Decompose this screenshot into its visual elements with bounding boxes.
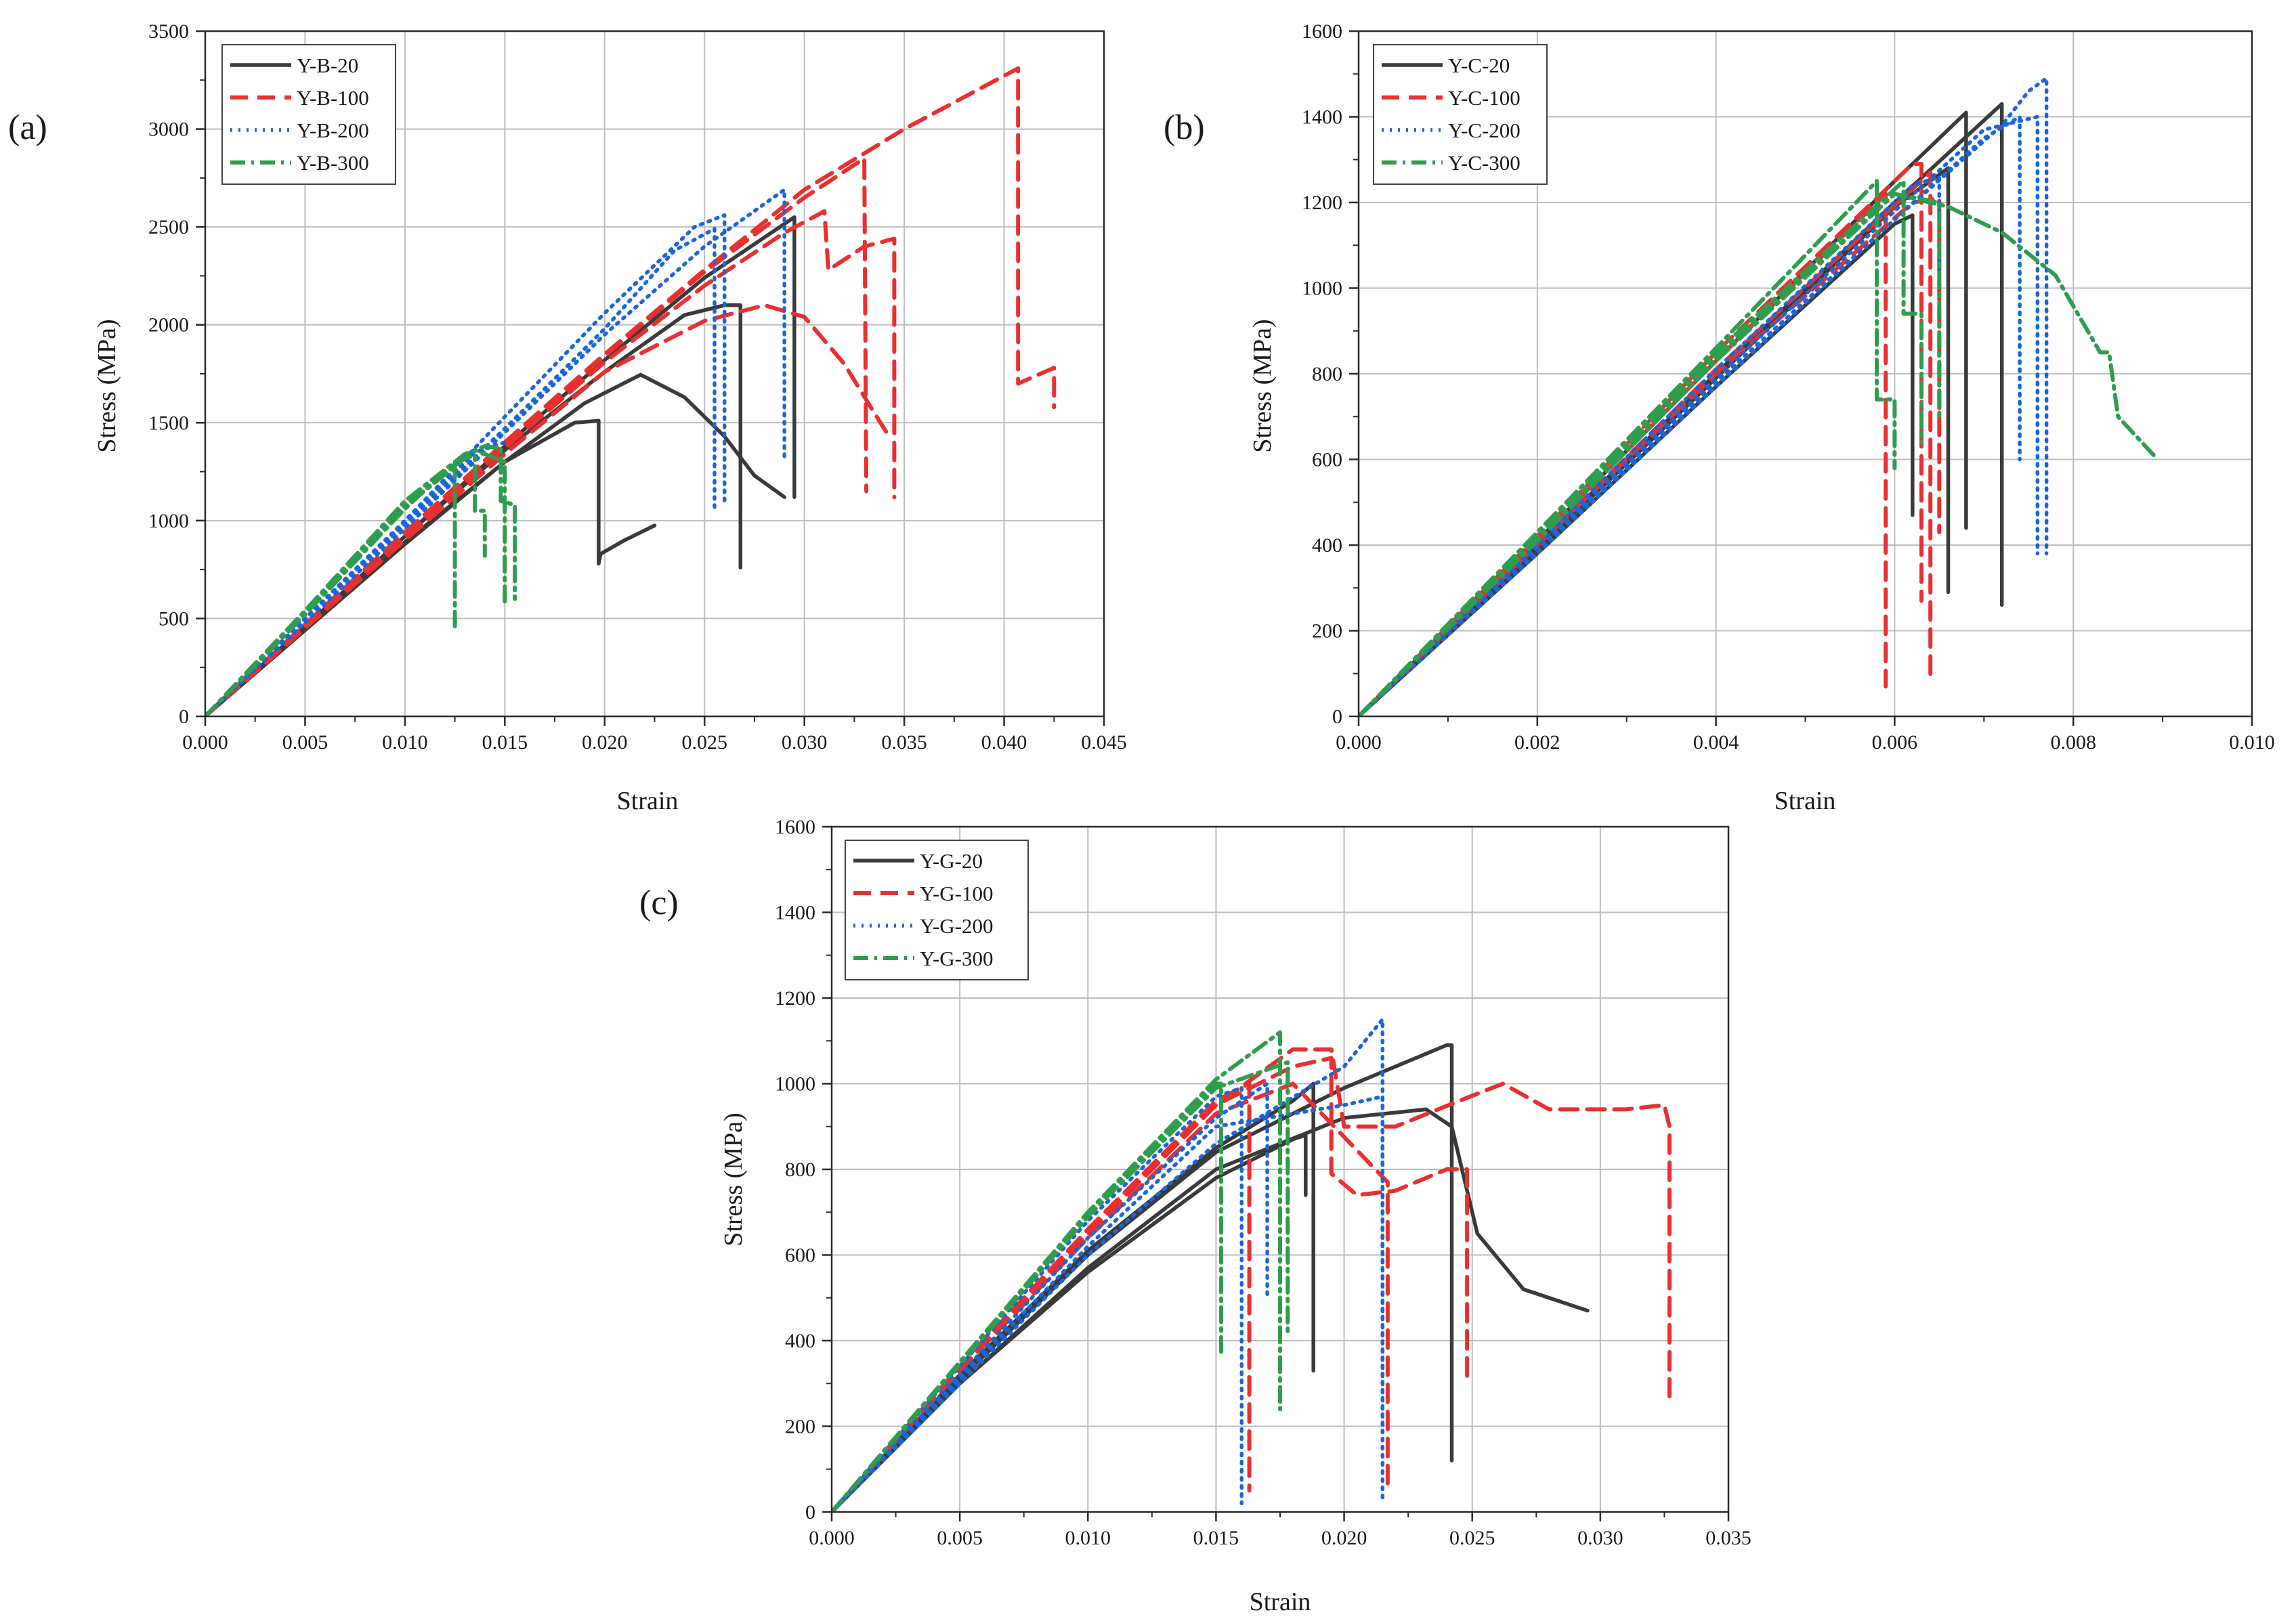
y-tick-label: 500 xyxy=(158,607,189,630)
series-y-g-100-curve-4 xyxy=(832,1081,1390,1512)
y-tick-label: 1400 xyxy=(1302,106,1342,129)
y-tick-label: 1000 xyxy=(1302,278,1342,300)
panel-b-xlabel: Strain xyxy=(1774,787,1836,815)
chart-panel-a: (a) Strain Stress (MPa) 0.000 0.005 0.010 0… xyxy=(8,20,1127,815)
series-y-b-200-curve-3 xyxy=(205,188,786,716)
y-tick-label: 200 xyxy=(1312,620,1342,643)
series-y-g-200-curve-4 xyxy=(832,1094,1385,1512)
legend-label-y-b-200: Y-B-200 xyxy=(297,118,369,142)
y-tick-label: 2500 xyxy=(148,216,189,238)
panel-c-ylabel: Stress (MPa) xyxy=(719,1112,748,1246)
x-tick-label: 0.030 xyxy=(782,731,828,754)
legend-label-y-g-300: Y-G-300 xyxy=(920,947,994,970)
x-tick-label: 0.030 xyxy=(1577,1527,1623,1549)
series-y-b-300-curve-3 xyxy=(205,444,517,716)
y-tick-label: 1600 xyxy=(775,816,815,838)
panel-b-label: (b) xyxy=(1164,108,1205,147)
y-tick-label: 3000 xyxy=(148,118,189,141)
series-y-g-20-curve-3 xyxy=(832,1107,1590,1512)
y-tick-label: 600 xyxy=(785,1245,815,1267)
series-y-b-100-curve-4 xyxy=(205,66,1057,716)
panel-c-label: (c) xyxy=(639,884,679,922)
x-tick-label: 0.035 xyxy=(1705,1527,1751,1549)
series-y-g-100-curve-3 xyxy=(832,1047,1672,1512)
y-tick-label: 0 xyxy=(179,706,189,728)
y-tick-label: 2000 xyxy=(148,314,189,337)
y-tick-label: 0 xyxy=(805,1501,815,1523)
x-tick-label: 0.008 xyxy=(2050,731,2096,754)
x-tick-label: 0.040 xyxy=(981,731,1027,754)
x-tick-label: 0.004 xyxy=(1693,731,1739,754)
x-tick-label: 0.010 xyxy=(382,731,428,754)
series-y-c-300-curve-1 xyxy=(1359,179,1897,716)
y-tick-label: 1000 xyxy=(148,510,189,532)
series-group xyxy=(832,1017,1672,1512)
x-tick-label: 0.006 xyxy=(1872,731,1918,754)
series-y-g-200-curve-2 xyxy=(832,1017,1385,1512)
legend-label-y-g-20: Y-G-20 xyxy=(920,849,983,873)
series-group xyxy=(205,66,1057,716)
legend-label-y-c-20: Y-C-20 xyxy=(1448,53,1510,77)
y-tick-label: 400 xyxy=(1312,534,1342,557)
panel-a-xlabel: Strain xyxy=(617,787,679,815)
chart-panel-c: (c) Strain Stress (MPa) 0.000 0.005 0.010 0… xyxy=(639,816,1751,1616)
y-tick-label: 1200 xyxy=(775,987,815,1010)
x-tick-label: 0.035 xyxy=(881,731,927,754)
x-tick-label: 0.045 xyxy=(1081,731,1127,754)
series-y-b-300-curve-4 xyxy=(205,448,507,716)
x-tick-label: 0.020 xyxy=(1321,1527,1367,1549)
series-group xyxy=(1359,76,2156,716)
series-y-c-200-curve-3 xyxy=(1359,114,2040,716)
y-tick-label: 200 xyxy=(785,1416,815,1438)
y-tick-label: 600 xyxy=(1312,449,1342,471)
y-tick-label: 400 xyxy=(785,1330,815,1352)
legend-label-y-b-300: Y-B-300 xyxy=(297,151,369,175)
y-tick-label: 800 xyxy=(1312,363,1342,385)
chart-panel-b: (b) Strain Stress (MPa) 0.000 0.002 0.004 0… xyxy=(1164,20,2275,815)
y-tick-label: 800 xyxy=(785,1159,815,1181)
x-tick-label: 0.015 xyxy=(482,731,528,754)
legend-label-y-b-20: Y-B-20 xyxy=(297,53,358,77)
y-tick-label: 0 xyxy=(1332,706,1342,728)
series-y-c-300-curve-4 xyxy=(1359,192,2156,716)
series-y-g-300-curve-3 xyxy=(832,1060,1290,1512)
x-tick-label: 0.025 xyxy=(681,731,727,754)
legend-label-y-g-200: Y-G-200 xyxy=(920,914,994,938)
x-tick-label: 0.000 xyxy=(809,1527,855,1549)
legend-label-y-c-100: Y-C-100 xyxy=(1448,86,1521,110)
y-tick-label: 1200 xyxy=(1302,192,1342,214)
panel-a-ylabel: Stress (MPa) xyxy=(93,319,121,452)
panel-c-xlabel: Strain xyxy=(1250,1588,1311,1616)
y-tick-label: 1400 xyxy=(775,902,815,924)
legend-box-a xyxy=(221,44,396,185)
legend-label-y-b-100: Y-B-100 xyxy=(297,86,369,110)
series-y-g-200-curve-3 xyxy=(832,1081,1269,1512)
series-y-c-200-curve-4 xyxy=(1359,175,1942,716)
x-tick-label: 0.015 xyxy=(1193,1527,1239,1549)
y-tick-label: 1500 xyxy=(148,412,189,434)
legend-label-y-c-300: Y-C-300 xyxy=(1448,151,1521,175)
x-tick-label: 0.000 xyxy=(1336,731,1382,754)
panel-b-ylabel: Stress (MPa) xyxy=(1248,319,1277,452)
x-tick-label: 0.005 xyxy=(937,1527,983,1549)
series-y-g-100-curve-2 xyxy=(832,1056,1470,1512)
x-tick-label: 0.025 xyxy=(1449,1527,1495,1549)
x-tick-label: 0.020 xyxy=(582,731,628,754)
series-y-c-100-curve-1 xyxy=(1359,192,1888,716)
y-tick-label: 3500 xyxy=(148,20,189,43)
y-tick-label: 1600 xyxy=(1302,20,1342,43)
legend-box-b xyxy=(1373,44,1548,185)
x-tick-label: 0.010 xyxy=(1065,1527,1111,1549)
y-tick-label: 1000 xyxy=(775,1073,815,1096)
x-tick-label: 0.005 xyxy=(282,731,328,754)
x-tick-label: 0.002 xyxy=(1514,731,1560,754)
panel-a-label: (a) xyxy=(8,108,47,147)
legend-label-y-g-100: Y-G-100 xyxy=(920,882,994,905)
legend-label-y-c-200: Y-C-200 xyxy=(1448,118,1521,142)
x-tick-label: 0.000 xyxy=(182,731,228,754)
series-y-b-100-curve-1 xyxy=(205,303,893,716)
x-tick-label: 0.010 xyxy=(2229,731,2275,754)
